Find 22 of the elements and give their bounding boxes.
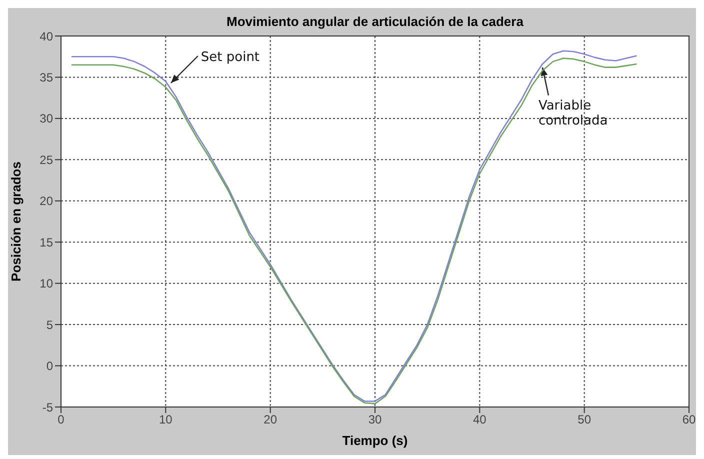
y-tick-label: 30	[40, 112, 54, 126]
x-tick-label: 50	[578, 412, 592, 427]
y-tick-label: 25	[40, 152, 54, 167]
y-tick-label: 20	[40, 194, 54, 208]
x-axis-title: Tiempo (s)	[342, 433, 408, 448]
x-tick-label: 20	[264, 412, 278, 427]
annotation: Variable controlada	[538, 98, 608, 128]
x-tick-label: 10	[158, 412, 173, 427]
x-tick-label: 40	[472, 412, 487, 427]
chart-title: Movimiento angular de articulación de la cadera	[226, 14, 524, 29]
y-tick-label: 10	[40, 276, 54, 291]
y-tick-label: 5	[46, 318, 54, 332]
y-tick-label: -5	[42, 400, 54, 414]
x-tick-label: 30	[368, 412, 382, 427]
y-tick-label: 0	[46, 359, 54, 374]
x-tick-label: 0	[58, 412, 65, 427]
y-tick-label: 15	[40, 235, 54, 250]
y-axis-title: Posición en grados	[8, 162, 24, 282]
y-tick-label: 40	[40, 29, 54, 44]
x-tick-label: 60	[682, 412, 696, 427]
annotation: Set point	[200, 50, 260, 65]
y-tick-label: 35	[40, 70, 54, 84]
